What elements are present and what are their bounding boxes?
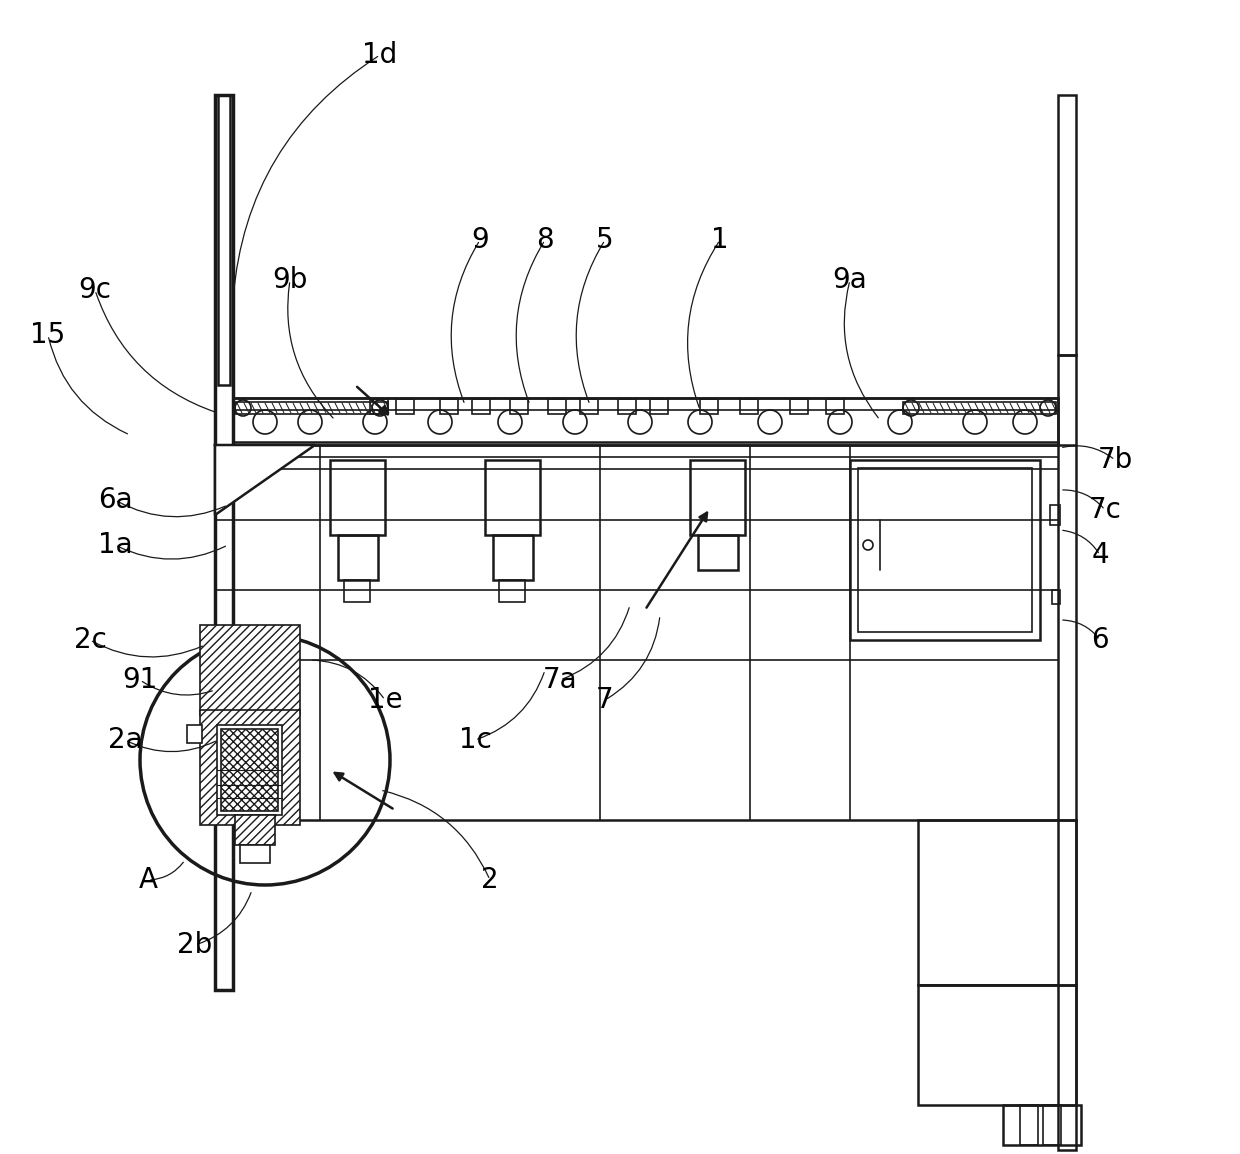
Text: 2b: 2b — [177, 931, 212, 959]
Bar — [236, 402, 388, 414]
Text: 7a: 7a — [543, 666, 578, 694]
Bar — [1050, 505, 1060, 525]
Bar — [221, 729, 278, 811]
Bar — [217, 725, 281, 815]
Bar — [701, 399, 718, 414]
Text: 1d: 1d — [362, 42, 398, 69]
Bar — [903, 402, 1056, 414]
Text: 1c: 1c — [459, 726, 491, 754]
Bar — [1021, 1106, 1038, 1145]
Text: 2c: 2c — [73, 625, 107, 654]
Bar — [698, 535, 738, 570]
Bar — [618, 399, 636, 414]
Text: 7c: 7c — [1089, 496, 1121, 524]
Text: 91: 91 — [123, 666, 157, 694]
Bar — [1003, 1106, 1081, 1145]
Bar — [858, 469, 1032, 632]
Bar — [339, 535, 378, 580]
Bar — [849, 460, 1040, 640]
Text: 2a: 2a — [108, 726, 143, 754]
Bar — [440, 399, 458, 414]
Bar — [790, 399, 808, 414]
Bar — [1043, 1106, 1061, 1145]
Text: A: A — [139, 866, 157, 894]
Bar — [510, 399, 528, 414]
Bar — [200, 625, 300, 715]
Bar — [472, 399, 490, 414]
Text: 7b: 7b — [1097, 445, 1132, 474]
Text: 5: 5 — [596, 226, 614, 254]
Bar — [200, 710, 300, 825]
Text: 8: 8 — [536, 226, 554, 254]
Bar — [370, 399, 388, 414]
Bar — [241, 845, 270, 863]
Bar — [396, 399, 414, 414]
Bar — [548, 399, 565, 414]
Polygon shape — [215, 445, 315, 515]
Text: 1a: 1a — [98, 531, 133, 559]
Bar — [330, 460, 384, 535]
Bar — [1058, 355, 1076, 1151]
Text: 6a: 6a — [98, 486, 133, 514]
Bar — [918, 986, 1076, 1106]
Text: 7: 7 — [596, 685, 614, 714]
Bar — [580, 399, 598, 414]
Text: 4: 4 — [1091, 541, 1109, 569]
Text: 15: 15 — [30, 321, 66, 349]
Bar — [215, 95, 233, 990]
Text: 9b: 9b — [273, 267, 308, 294]
Bar — [1052, 590, 1060, 604]
Bar — [494, 535, 533, 580]
Bar — [918, 820, 1076, 986]
Text: 9c: 9c — [78, 276, 112, 304]
Bar — [498, 580, 525, 602]
Bar — [740, 399, 758, 414]
Bar — [689, 460, 745, 535]
Bar — [485, 460, 539, 535]
Text: 1e: 1e — [368, 685, 402, 714]
Text: 6: 6 — [1091, 625, 1109, 654]
Bar — [218, 95, 229, 385]
Bar — [233, 398, 1058, 445]
Text: 9: 9 — [471, 226, 489, 254]
Text: 2: 2 — [481, 866, 498, 894]
Text: 1: 1 — [712, 226, 729, 254]
Bar — [187, 725, 202, 743]
Text: 9a: 9a — [832, 267, 867, 294]
Bar — [343, 580, 370, 602]
Bar — [236, 815, 275, 845]
Bar — [1058, 95, 1076, 355]
Bar — [650, 399, 668, 414]
Bar — [826, 399, 844, 414]
